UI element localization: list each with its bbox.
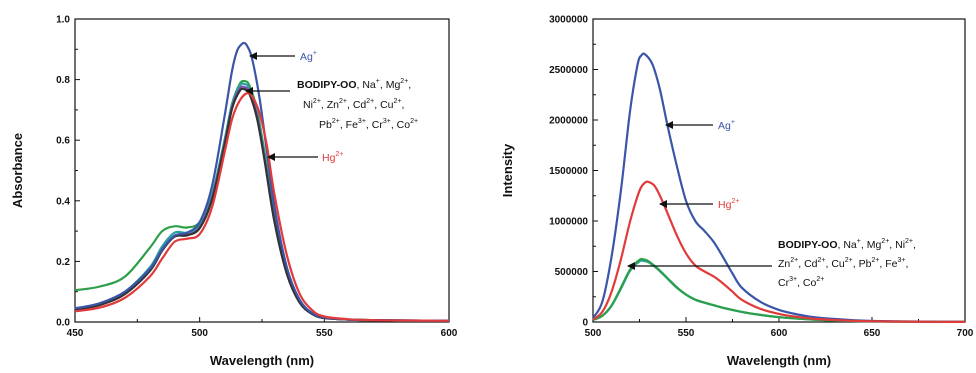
series-line-3 bbox=[592, 180, 966, 323]
y-tick-label: 3000000 bbox=[549, 15, 588, 26]
y-tick-label: 0.6 bbox=[56, 136, 70, 147]
emission-chart: 500 550 600 650 700 0 500000 1000000 1500000 2000… bbox=[500, 15, 974, 369]
annotation-block-line: BODIPY-OO, Na+, Mg2+, bbox=[297, 78, 411, 91]
annotation-label: Hg2+ bbox=[322, 151, 343, 164]
x-tick-label: 600 bbox=[771, 328, 788, 339]
x-tick-label: 600 bbox=[441, 328, 458, 339]
plot-frame bbox=[74, 18, 450, 323]
y-tick-label: 0 bbox=[582, 318, 588, 329]
annotation-label: Hg2+ bbox=[718, 198, 739, 211]
x-axis-title: Wavelength (nm) bbox=[727, 353, 831, 368]
annotation-label: Ag+ bbox=[300, 50, 317, 63]
x-tick-label: 500 bbox=[585, 328, 602, 339]
x-tick-label: 550 bbox=[678, 328, 695, 339]
x-tick-label: 650 bbox=[864, 328, 881, 339]
x-axis-title: Wavelength (nm) bbox=[210, 353, 314, 368]
x-tick-label: 550 bbox=[316, 328, 333, 339]
y-tick-label: 2500000 bbox=[549, 65, 588, 76]
annotation-block-line: Zn2+, Cd2+, Cu2+, Pb2+, Fe3+, bbox=[778, 257, 908, 270]
y-tick-label: 0.0 bbox=[56, 318, 70, 329]
annotation-block-line: Cr3+, Co2+ bbox=[778, 276, 824, 289]
x-tick-label: 700 bbox=[957, 328, 974, 339]
annotation-block-line: BODIPY-OO, Na+, Mg2+, Ni2+, bbox=[778, 238, 916, 251]
y-tick-label: 0.8 bbox=[56, 75, 70, 86]
y-tick-label: 2000000 bbox=[549, 116, 588, 127]
series-line-2 bbox=[592, 52, 966, 323]
series-line-4 bbox=[74, 41, 450, 322]
y-axis-title: Intensity bbox=[500, 143, 515, 197]
absorbance-chart: 450 500 550 600 0.0 0.2 0.4 0.6 0.8 1.0 Wavelength… bbox=[10, 15, 458, 369]
y-tick-label: 1000000 bbox=[549, 217, 588, 228]
y-tick-label: 500000 bbox=[555, 267, 589, 278]
annotation-label: Ag+ bbox=[718, 119, 735, 132]
series-line-1 bbox=[592, 257, 966, 323]
annotation-block-line: Pb2+, Fe3+, Cr3+, Co2+ bbox=[319, 118, 418, 131]
y-tick-label: 1.0 bbox=[56, 15, 70, 26]
y-tick-label: 0.2 bbox=[56, 257, 70, 268]
y-tick-label: 1500000 bbox=[549, 166, 588, 177]
x-tick-label: 500 bbox=[191, 328, 208, 339]
x-tick-label: 450 bbox=[67, 328, 84, 339]
y-axis-title: Absorbance bbox=[10, 133, 25, 208]
y-tick-label: 0.4 bbox=[56, 196, 70, 207]
annotation-block-line: Ni2+, Zn2+, Cd2+, Cu2+, bbox=[303, 98, 404, 111]
